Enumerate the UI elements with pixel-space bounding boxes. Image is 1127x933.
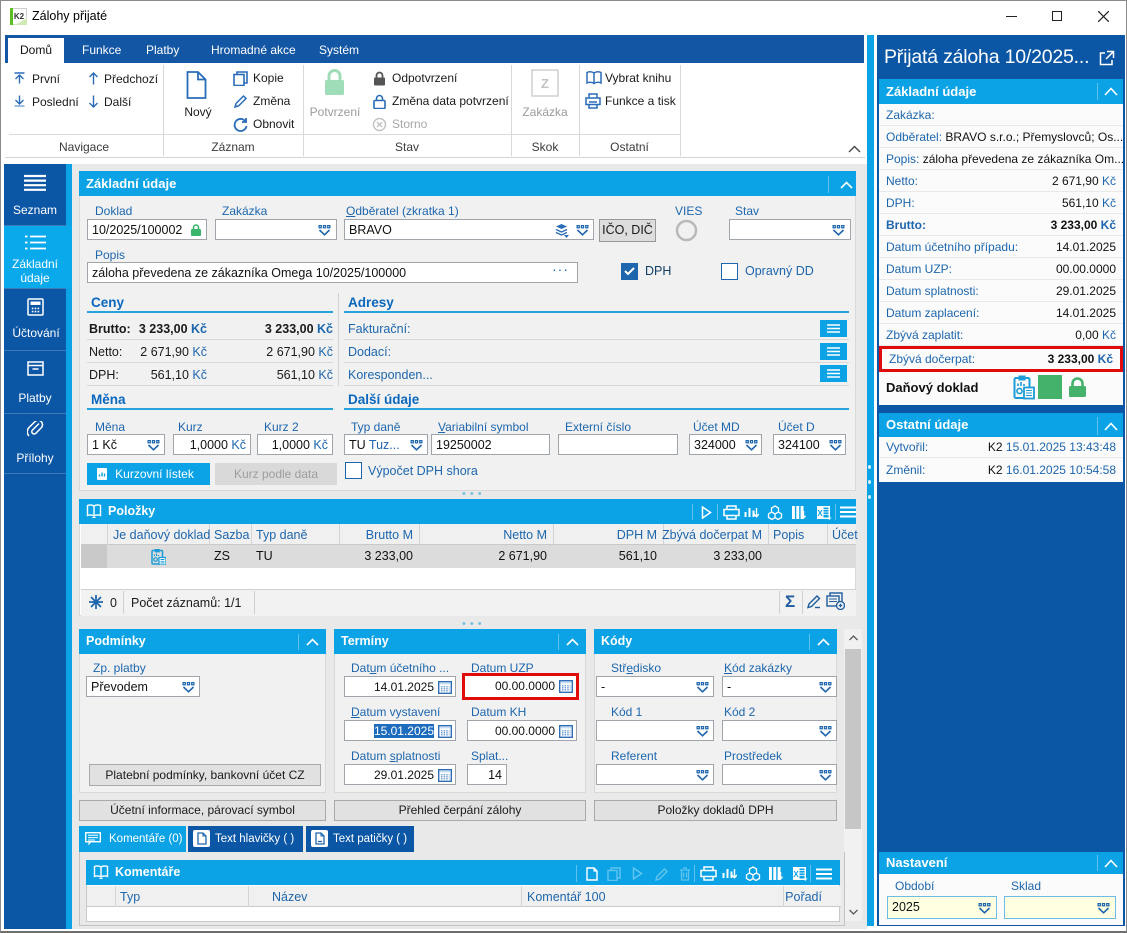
svg-text:Z: Z xyxy=(541,76,549,91)
svg-text:K2: K2 xyxy=(14,12,25,21)
svg-text:X: X xyxy=(793,870,799,879)
svg-text:X: X xyxy=(817,509,823,518)
